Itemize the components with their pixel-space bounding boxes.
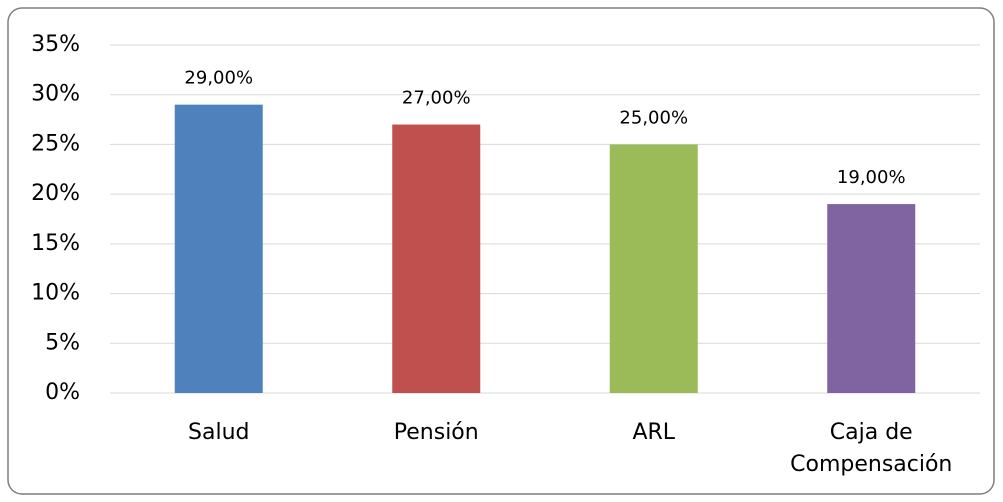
y-tick-label: 35% (31, 32, 80, 57)
data-label: 29,00% (184, 68, 253, 89)
y-tick-label: 5% (45, 330, 80, 355)
y-tick-label: 30% (31, 82, 80, 107)
y-tick-label: 20% (31, 181, 80, 206)
x-tick-label: Salud (188, 420, 250, 445)
bar (827, 204, 916, 393)
bar (174, 104, 263, 394)
y-tick-label: 15% (31, 231, 80, 256)
y-tick-label: 10% (31, 281, 80, 306)
x-tick-label: Pensión (393, 420, 479, 445)
y-tick-label: 25% (31, 131, 80, 156)
y-tick-label: 0% (45, 380, 80, 405)
data-label: 25,00% (619, 107, 688, 128)
x-tick-label: Caja de Compensación (790, 420, 953, 477)
x-tick-label: ARL (632, 420, 676, 445)
bar (609, 144, 698, 393)
data-label: 27,00% (402, 88, 471, 109)
bar (392, 124, 481, 394)
data-label: 19,00% (837, 167, 906, 188)
